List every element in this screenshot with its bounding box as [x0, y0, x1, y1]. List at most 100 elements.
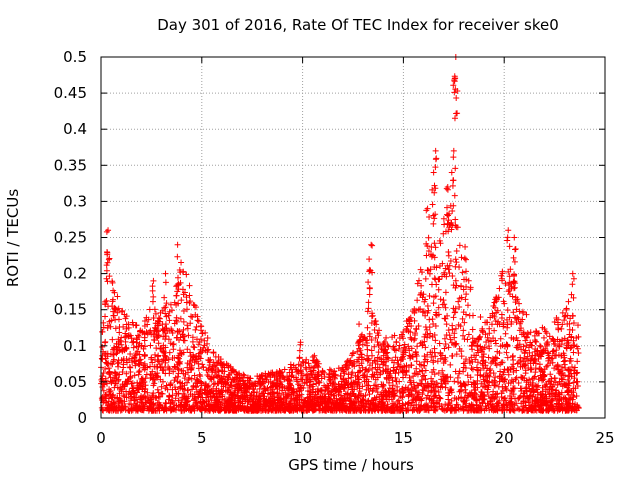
data-point: [167, 380, 174, 387]
data-point: [127, 350, 134, 357]
data-point: [175, 328, 182, 335]
data-point: [110, 312, 117, 319]
data-point: [444, 406, 451, 413]
data-point: [543, 401, 550, 408]
data-point: [412, 351, 419, 358]
data-point: [347, 400, 354, 407]
data-point: [513, 374, 520, 381]
data-point: [537, 365, 544, 372]
data-point: [347, 405, 354, 412]
data-point: [103, 228, 110, 235]
data-point: [476, 334, 483, 341]
data-point: [371, 343, 378, 350]
data-point: [415, 277, 422, 284]
data-point: [406, 388, 413, 395]
data-point: [500, 298, 507, 305]
data-point: [354, 373, 361, 380]
data-point: [569, 281, 576, 288]
data-point: [374, 389, 381, 396]
data-point: [522, 402, 529, 409]
data-point: [119, 369, 126, 376]
data-point: [548, 386, 555, 393]
data-point: [204, 349, 211, 356]
data-point: [549, 396, 556, 403]
data-point: [447, 336, 454, 343]
data-point: [332, 400, 339, 407]
data-point: [141, 353, 148, 360]
data-point: [485, 337, 492, 344]
data-point: [422, 376, 429, 383]
data-point: [445, 344, 452, 351]
data-point: [180, 307, 187, 314]
data-point: [526, 395, 533, 402]
data-point: [416, 361, 423, 368]
data-point: [450, 82, 457, 89]
data-point: [478, 389, 485, 396]
data-point: [127, 332, 134, 339]
data-point: [449, 207, 456, 214]
data-point: [496, 378, 503, 385]
data-point: [553, 347, 560, 354]
data-point: [258, 390, 265, 397]
data-point: [298, 370, 305, 377]
data-point: [435, 389, 442, 396]
data-point: [153, 327, 160, 334]
data-point: [180, 269, 187, 276]
data-point: [441, 407, 448, 414]
data-point: [155, 340, 162, 347]
data-point: [411, 317, 418, 324]
data-point: [418, 397, 425, 404]
data-point: [511, 271, 518, 278]
data-point: [467, 406, 474, 413]
data-point: [299, 358, 306, 365]
data-point: [105, 365, 112, 372]
data-point: [106, 404, 113, 411]
data-point: [355, 376, 362, 383]
data-point: [209, 367, 216, 374]
data-point: [502, 394, 509, 401]
data-point: [178, 350, 185, 357]
data-point: [458, 353, 465, 360]
data-point: [180, 326, 187, 333]
data-point: [234, 389, 241, 396]
data-point: [417, 403, 424, 410]
y-tick-label: 0.35: [54, 156, 87, 174]
data-point: [152, 407, 159, 414]
data-point: [411, 383, 418, 390]
data-point: [551, 365, 558, 372]
data-point: [294, 368, 301, 375]
data-point: [485, 384, 492, 391]
data-point: [421, 372, 428, 379]
data-point: [326, 403, 333, 410]
data-point: [575, 350, 582, 357]
data-point: [431, 263, 438, 270]
data-point: [561, 313, 568, 320]
data-point: [221, 373, 228, 380]
data-point: [563, 306, 570, 313]
data-point: [556, 378, 563, 385]
data-point: [165, 336, 172, 343]
data-point: [570, 367, 577, 374]
data-point: [112, 370, 119, 377]
data-point: [432, 164, 439, 171]
data-point: [423, 401, 430, 408]
data-point: [340, 368, 347, 375]
data-point: [406, 317, 413, 324]
data-point: [426, 270, 433, 277]
data-point: [368, 336, 375, 343]
data-point: [180, 370, 187, 377]
data-point: [430, 300, 437, 307]
data-point: [368, 241, 375, 248]
data-point: [458, 254, 465, 261]
data-point: [306, 382, 313, 389]
data-point: [259, 378, 266, 385]
data-point: [523, 379, 530, 386]
data-point: [547, 371, 554, 378]
data-point: [150, 336, 157, 343]
data-point: [305, 360, 312, 367]
data-point: [185, 332, 192, 339]
data-point: [393, 378, 400, 385]
data-point: [451, 334, 458, 341]
data-point: [564, 321, 571, 328]
data-point: [545, 407, 552, 414]
